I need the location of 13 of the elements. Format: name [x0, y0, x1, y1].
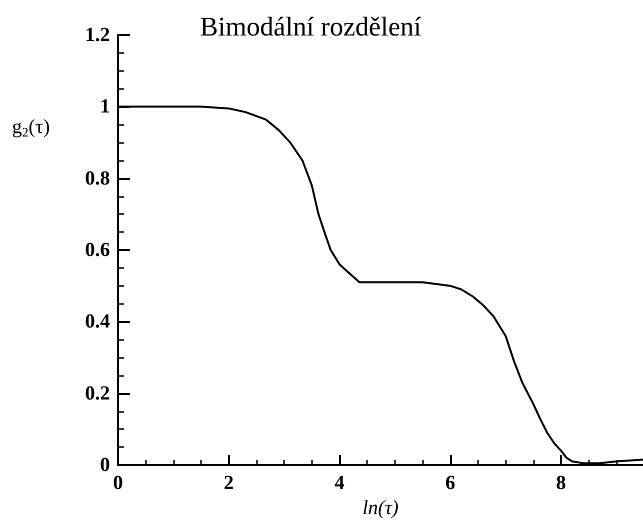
x-axis-title: ln(τ): [362, 496, 399, 519]
x-tick-label: 6: [445, 472, 456, 494]
y-tick-label: 1.2: [85, 24, 110, 46]
y-tick-label: 0.4: [85, 310, 110, 333]
y-tick-label: 0.6: [85, 239, 110, 261]
y-tick-label: 0.2: [85, 382, 110, 404]
y-tick-label: 1: [100, 96, 110, 118]
x-tick-label: 2: [224, 472, 234, 494]
y-tick-label: 0.8: [85, 167, 110, 190]
x-tick-label: 8: [556, 472, 566, 494]
x-tick-label: 4: [334, 472, 345, 494]
y-tick-label: 0: [100, 454, 110, 476]
chart-title: Bimodální rozdělení: [200, 12, 422, 42]
